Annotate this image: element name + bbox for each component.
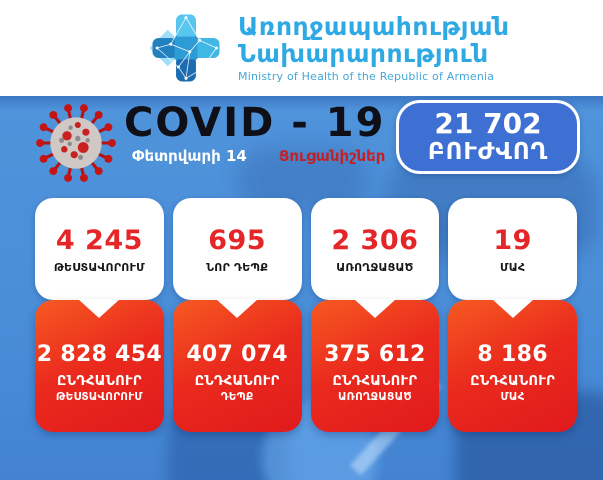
health-cross-network-icon <box>149 14 220 82</box>
card-notch <box>216 299 259 318</box>
card-notch <box>491 299 534 318</box>
total-stat-label-line2: ԱՌՈՂՋԱՑԱԾ <box>337 390 412 403</box>
header-bar: Առողջապահության Նախարարություն Ministry … <box>0 0 603 96</box>
report-date: Փետրվարի 14 <box>132 147 247 165</box>
total-stat-value: 407 074 <box>186 341 288 367</box>
org-name-line2: Նախարարություն <box>238 39 489 68</box>
daily-stat-card: 2 306 ԱՌՈՂՋԱՑԱԾ <box>310 198 440 300</box>
daily-stat-value: 2 306 <box>331 224 419 256</box>
covid-subtitle-row: Փետրվարի 14 Ցուցանիշներ <box>132 147 385 165</box>
hero-row: COVID - 19 Փետրվարի 14 Ցուցանիշներ 21 70… <box>0 96 603 198</box>
total-stat-card: 375 612 ԸՆԴՀԱՆՈՒՐ ԱՌՈՂՋԱՑԱԾ <box>310 299 440 432</box>
stat-column-deaths: 19 ՄԱՀ 8 186 ԸՆԴՀԱՆՈՒՐ ՄԱՀ <box>448 198 577 432</box>
card-notch <box>353 299 396 318</box>
stat-column-recovered: 2 306 ԱՌՈՂՋԱՑԱԾ 375 612 ԸՆԴՀԱՆՈՒՐ ԱՌՈՂՋԱ… <box>310 198 440 432</box>
total-stat-value: 375 612 <box>324 341 426 367</box>
active-cases-value: 21 702 <box>434 107 542 141</box>
total-stat-label-line2: ՄԱՀ <box>500 390 525 403</box>
daily-stat-card: 19 ՄԱՀ <box>448 198 577 300</box>
total-stat-value: 2 828 454 <box>36 341 162 367</box>
total-stat-card: 8 186 ԸՆԴՀԱՆՈՒՐ ՄԱՀ <box>448 299 577 432</box>
daily-stat-label: ԱՌՈՂՋԱՑԱԾ <box>336 260 414 274</box>
daily-stat-label: ՄԱՀ <box>499 260 526 274</box>
indicators-label: Ցուցանիշներ <box>278 147 386 165</box>
total-stat-label-line2: ԹԵՍՏԱՎՈՐՈՒՄ <box>55 390 143 403</box>
active-cases-label: ԲՈՒԺՎՈՂ <box>427 138 549 165</box>
total-stat-label-line1: ԸՆԴՀԱՆՈՒՐ <box>332 373 418 389</box>
daily-stat-card: 695 ՆՈՐ ԴԵՊՔ <box>172 198 302 300</box>
total-stat-card: 2 828 454 ԸՆԴՀԱՆՈՒՐ ԹԵՍՏԱՎՈՐՈՒՄ <box>35 299 164 432</box>
org-title-block: Առողջապահության Նախարարություն Ministry … <box>238 13 510 83</box>
infographic-body: COVID - 19 Փետրվարի 14 Ցուցանիշներ 21 70… <box>0 96 603 480</box>
total-stat-label-line1: ԸՆԴՀԱՆՈՒՐ <box>194 373 280 389</box>
card-notch <box>78 299 121 318</box>
coronavirus-icon <box>36 104 116 182</box>
daily-stat-label: ԹԵՍՏԱՎՈՐՈՒՄ <box>53 260 145 274</box>
stat-column-new-cases: 695 ՆՈՐ ԴԵՊՔ 407 074 ԸՆԴՀԱՆՈՒՐ ԴԵՊՔ <box>172 198 302 432</box>
daily-stat-value: 19 <box>493 224 532 256</box>
daily-stat-card: 4 245 ԹԵՍՏԱՎՈՐՈՒՄ <box>35 198 164 300</box>
stat-column-tests: 4 245 ԹԵՍՏԱՎՈՐՈՒՄ 2 828 454 ԸՆԴՀԱՆՈՒՐ ԹԵ… <box>35 198 164 432</box>
total-stat-label-line1: ԸՆԴՀԱՆՈՒՐ <box>56 373 142 389</box>
covid-title-block: COVID - 19 Փետրվարի 14 Ցուցանիշներ <box>124 100 385 165</box>
total-stat-card: 407 074 ԸՆԴՀԱՆՈՒՐ ԴԵՊՔ <box>172 299 302 432</box>
stats-grid: 4 245 ԹԵՍՏԱՎՈՐՈՒՄ 2 828 454 ԸՆԴՀԱՆՈՒՐ ԹԵ… <box>0 198 603 432</box>
total-stat-label-line2: ԴԵՊՔ <box>220 390 254 403</box>
covid-title: COVID - 19 <box>124 100 386 146</box>
daily-stat-value: 4 245 <box>55 224 143 256</box>
active-cases-badge: 21 702 ԲՈՒԺՎՈՂ <box>396 100 580 174</box>
org-name-line1: Առողջապահության <box>238 12 510 41</box>
daily-stat-value: 695 <box>208 224 267 256</box>
total-stat-value: 8 186 <box>477 341 548 367</box>
total-stat-label-line1: ԸՆԴՀԱՆՈՒՐ <box>470 373 556 389</box>
daily-stat-label: ՆՈՐ ԴԵՊՔ <box>206 260 269 274</box>
org-subtitle: Ministry of Health of the Republic of Ar… <box>238 70 495 83</box>
